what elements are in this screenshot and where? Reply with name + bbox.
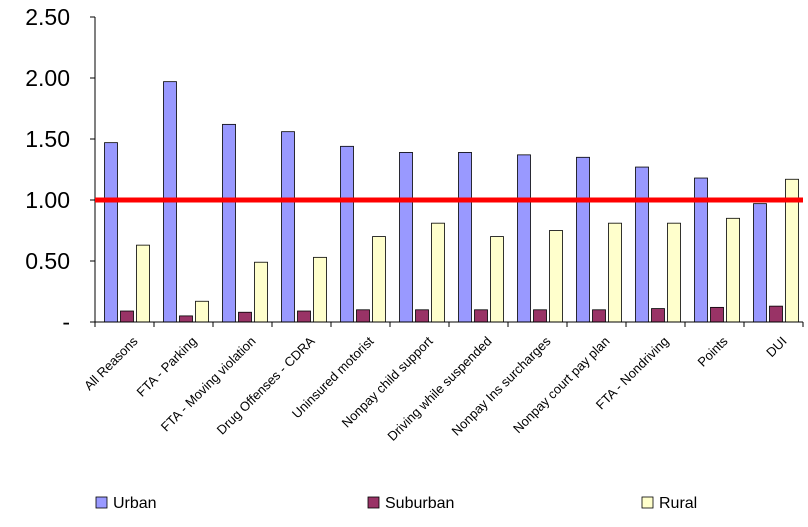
y-tick-label: 0.50 [25, 248, 70, 274]
bar-suburban-2 [238, 311, 252, 323]
bar-suburban-3 [297, 310, 311, 323]
bar-suburban-11 [769, 305, 783, 323]
bar-rural-1 [195, 300, 209, 323]
bar-urban-0 [104, 142, 118, 323]
legend-label: Urban [113, 495, 157, 512]
bar-urban-6 [458, 152, 472, 323]
bar-suburban-0 [120, 310, 134, 323]
x-tick-label: Drug Offenses - CDRA [214, 333, 318, 437]
x-tick-label: Points [694, 333, 731, 370]
legend-swatch [641, 496, 654, 509]
x-tick-label: Nonpay Ins surcharges [448, 333, 553, 438]
y-axis: - 0.50 1.00 1.50 2.00 2.50 [25, 4, 96, 335]
bar-rural-2 [254, 261, 268, 323]
x-tick-label: Driving while suspended [384, 334, 494, 444]
bar-suburban-1 [179, 315, 193, 323]
bar-urban-11 [753, 203, 767, 323]
y-tick-label: 2.00 [25, 65, 70, 91]
bar-rural-7 [549, 230, 563, 323]
bar-urban-3 [281, 131, 295, 323]
legend: Urban Suburban Rural [95, 495, 697, 512]
bar-suburban-7 [533, 309, 547, 323]
bar-suburban-8 [592, 309, 606, 323]
bar-suburban-5 [415, 309, 429, 323]
bar-urban-2 [222, 123, 236, 323]
bar-suburban-6 [474, 309, 488, 323]
bar-rural-8 [608, 222, 622, 323]
legend-swatch [367, 496, 380, 509]
bar-rural-6 [490, 236, 504, 323]
y-tick-label: 1.50 [25, 126, 70, 152]
bar-rural-9 [667, 222, 681, 323]
bar-suburban-10 [710, 306, 724, 323]
x-tick-label: DUI [763, 334, 789, 360]
y-tick-label: 1.00 [25, 187, 70, 213]
bar-urban-5 [399, 152, 413, 323]
bar-rural-3 [313, 256, 327, 323]
bar-rural-10 [726, 217, 740, 323]
x-tick-label: Nonpay court pay plan [510, 334, 613, 437]
legend-item-urban: Urban [95, 495, 157, 512]
x-tick-label: FTA - Parking [133, 334, 199, 400]
bar-rural-0 [136, 244, 150, 323]
bar-suburban-4 [356, 309, 370, 323]
legend-swatch [95, 496, 108, 509]
legend-label: Rural [659, 495, 697, 512]
x-tick-label: All Reasons [81, 333, 141, 393]
legend-item-rural: Rural [641, 495, 697, 512]
bar-urban-8 [576, 156, 590, 323]
bar-rural-4 [372, 236, 386, 323]
legend-label: Suburban [385, 495, 454, 512]
bar-urban-7 [517, 154, 531, 323]
y-tick-label: - [62, 309, 70, 335]
bar-urban-4 [340, 145, 354, 323]
bar-suburban-9 [651, 308, 665, 323]
y-tick-label: 2.50 [25, 4, 70, 30]
bar-rural-5 [431, 222, 445, 323]
legend-item-suburban: Suburban [367, 495, 454, 512]
bar-urban-9 [635, 166, 649, 323]
